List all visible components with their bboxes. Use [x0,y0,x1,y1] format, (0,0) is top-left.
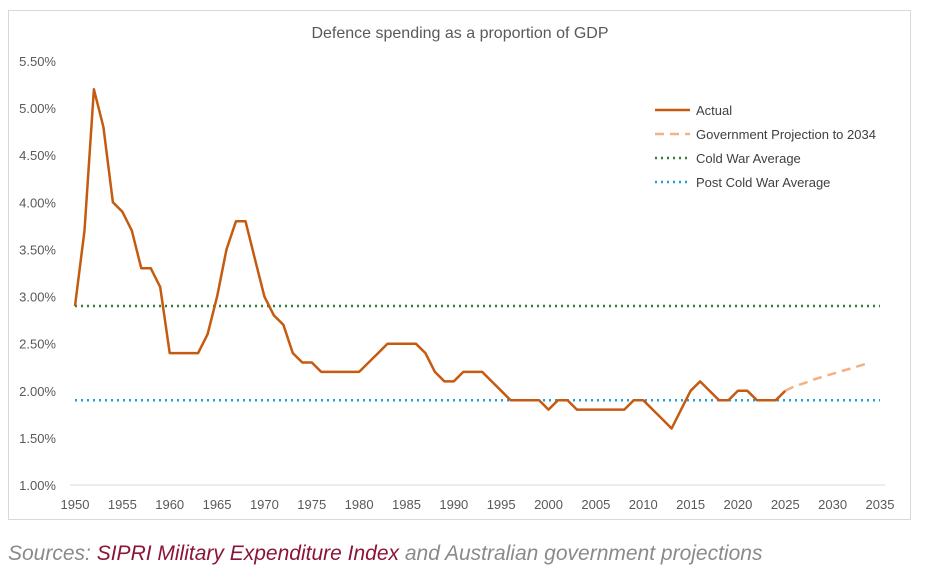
chart-frame [8,10,911,520]
y-tick-label: 4.00% [19,195,56,210]
x-tick-label: 1990 [439,497,468,512]
y-tick-label: 3.00% [19,290,56,305]
x-tick-label: 1995 [487,497,516,512]
chart-title: Defence spending as a proportion of GDP [311,25,608,42]
caption-prefix: Sources: [8,542,97,565]
sources-caption: Sources: SIPRI Military Expenditure Inde… [8,542,762,566]
y-tick-label: 2.50% [19,337,56,352]
x-tick-label: 1985 [392,497,421,512]
legend-label: Cold War Average [696,151,801,166]
y-tick-label: 5.50% [19,54,56,69]
x-tick-label: 1965 [203,497,232,512]
line-chart: Defence spending as a proportion of GDP 1… [19,25,895,512]
series-line-actual [73,88,787,430]
x-tick-label: 2035 [866,497,895,512]
y-tick-label: 4.50% [19,148,56,163]
legend-label: Post Cold War Average [696,175,830,190]
x-tick-label: 2020 [723,497,752,512]
x-tick-label: 2025 [771,497,800,512]
x-tick-label: 2010 [629,497,658,512]
x-tick-label: 1950 [61,497,90,512]
y-tick-label: 1.00% [19,478,56,493]
x-tick-label: 1955 [108,497,137,512]
x-tick-label: 2005 [581,497,610,512]
x-tick-label: 1975 [297,497,326,512]
y-tick-label: 5.00% [19,101,56,116]
series-line-government-projection-to-2034 [784,361,871,392]
legend-label: Government Projection to 2034 [696,127,876,142]
y-tick-label: 3.50% [19,242,56,257]
x-tick-label: 1970 [250,497,279,512]
x-tick-label: 2015 [676,497,705,512]
x-tick-label: 1980 [345,497,374,512]
caption-suffix: and Australian government projections [399,542,763,565]
sipri-link[interactable]: SIPRI Military Expenditure Index [96,542,400,565]
x-tick-label: 2030 [818,497,847,512]
legend-label: Actual [696,103,732,118]
x-tick-label: 1960 [155,497,184,512]
y-tick-label: 2.00% [19,384,56,399]
y-tick-label: 1.50% [19,431,56,446]
x-tick-label: 2000 [534,497,563,512]
